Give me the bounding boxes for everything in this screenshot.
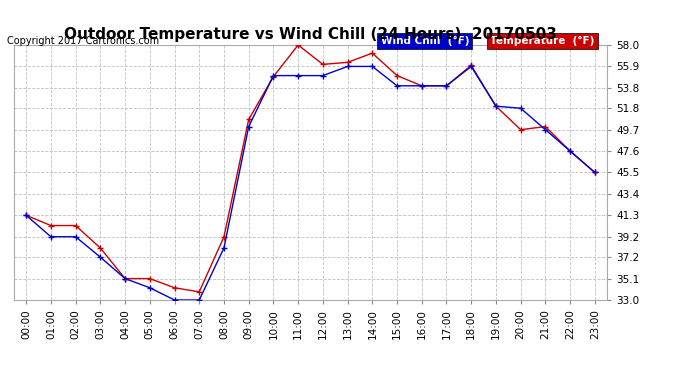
Title: Outdoor Temperature vs Wind Chill (24 Hours)  20170503: Outdoor Temperature vs Wind Chill (24 Ho… [64, 27, 557, 42]
Text: Copyright 2017 Cartronics.com: Copyright 2017 Cartronics.com [7, 36, 159, 46]
Text: Wind Chill  (°F): Wind Chill (°F) [380, 36, 469, 46]
Text: Temperature  (°F): Temperature (°F) [491, 36, 595, 46]
